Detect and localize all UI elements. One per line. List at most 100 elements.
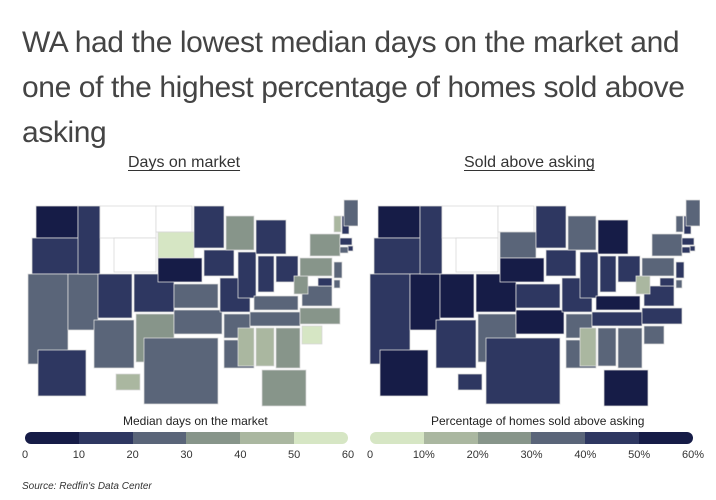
state-mt <box>441 205 499 239</box>
state-de <box>333 279 341 289</box>
state-wv <box>293 275 309 295</box>
state-mi <box>255 219 287 255</box>
days-on-market-map <box>27 199 358 407</box>
state-ky <box>595 295 641 311</box>
legend-tick-label: 20% <box>466 449 489 461</box>
legend-color-bar-days <box>25 432 348 444</box>
state-or <box>373 237 423 275</box>
legend-swatch <box>78 432 133 444</box>
state-sc <box>301 325 323 345</box>
state-nj <box>333 261 343 279</box>
map-title-days-on-market: Days on market <box>128 154 241 171</box>
legend-tick-label: 30 <box>180 449 193 461</box>
state-ne <box>157 257 203 283</box>
state-in <box>257 255 275 293</box>
state-ma <box>681 237 695 246</box>
state-tn <box>249 311 301 327</box>
source-note: Source: Redfin's Data Center <box>22 481 152 492</box>
state-or <box>31 237 81 275</box>
state-wa <box>35 205 79 239</box>
state-ga <box>275 327 301 369</box>
state-de <box>675 279 683 289</box>
legend-tick-label: 0 <box>366 449 374 461</box>
state-ga <box>617 327 643 369</box>
state-nd <box>497 205 535 233</box>
state-ks <box>515 283 561 309</box>
legend-tick-label: 0 <box>21 449 29 461</box>
state-ia <box>203 249 235 277</box>
state-mi <box>597 219 629 255</box>
state-id <box>77 205 101 275</box>
state-sc <box>643 325 665 345</box>
state-me <box>685 199 700 227</box>
state-az <box>435 319 477 369</box>
state-wi <box>567 215 597 251</box>
state-sd <box>157 231 195 259</box>
legend-swatch <box>585 432 640 444</box>
legend-tick-label: 60% <box>681 449 705 461</box>
state-wa <box>377 205 421 239</box>
state-ct <box>339 246 349 254</box>
state-tn <box>591 311 643 327</box>
state-id <box>419 205 443 275</box>
state-sd <box>499 231 537 259</box>
state-ms <box>579 327 597 367</box>
legend-color-bar-above-asking <box>370 432 693 444</box>
state-nj <box>675 261 685 279</box>
state-ms <box>237 327 255 367</box>
state-ut <box>439 273 475 319</box>
legend-swatch <box>25 432 79 444</box>
legend-swatch <box>294 432 348 444</box>
state-ny <box>651 233 683 257</box>
legend-tick-label: 50% <box>628 449 651 461</box>
state-va <box>301 285 333 307</box>
state-va <box>643 285 675 307</box>
state-ok <box>515 309 565 335</box>
state-wy <box>455 237 499 273</box>
state-in <box>599 255 617 293</box>
state-vt <box>675 215 684 233</box>
state-md <box>659 277 675 287</box>
state-nc <box>641 307 683 325</box>
legend-title-above-asking: Percentage of homes sold above asking <box>431 414 645 428</box>
state-mn <box>535 205 567 249</box>
legend-swatch <box>477 432 532 444</box>
state-wi <box>225 215 255 251</box>
state-hi <box>457 373 483 391</box>
state-pa <box>299 257 333 277</box>
state-vt <box>333 215 342 233</box>
state-il <box>237 251 257 299</box>
state-fl <box>261 369 307 407</box>
state-nd <box>155 205 193 233</box>
legend-tick-label: 10 <box>72 449 85 461</box>
state-nv <box>409 273 441 331</box>
map-title-sold-above-asking: Sold above asking <box>464 154 595 171</box>
state-ri <box>347 245 354 252</box>
state-me <box>343 199 358 227</box>
legend-swatch <box>186 432 241 444</box>
state-ak <box>37 349 87 397</box>
state-az <box>93 319 135 369</box>
state-oh <box>275 255 299 283</box>
state-ct <box>681 246 691 254</box>
legend-swatch <box>639 432 693 444</box>
legend-tick-label: 40 <box>234 449 247 461</box>
legend-tick-label: 30% <box>520 449 543 461</box>
legend-tick-label: 50 <box>288 449 301 461</box>
state-wy <box>113 237 157 273</box>
state-nc <box>299 307 341 325</box>
state-ne <box>499 257 545 283</box>
state-fl <box>603 369 649 407</box>
state-ri <box>689 245 696 252</box>
state-ky <box>253 295 299 311</box>
state-ut <box>97 273 133 319</box>
state-ny <box>309 233 341 257</box>
state-oh <box>617 255 641 283</box>
state-ia <box>545 249 577 277</box>
legend-title-days: Median days on the market <box>123 414 268 428</box>
headline: WA had the lowest median days on the mar… <box>22 26 685 149</box>
state-al <box>255 327 275 367</box>
state-ca <box>27 273 69 365</box>
state-mt <box>99 205 157 239</box>
legend-tick-label: 60 <box>341 449 355 461</box>
